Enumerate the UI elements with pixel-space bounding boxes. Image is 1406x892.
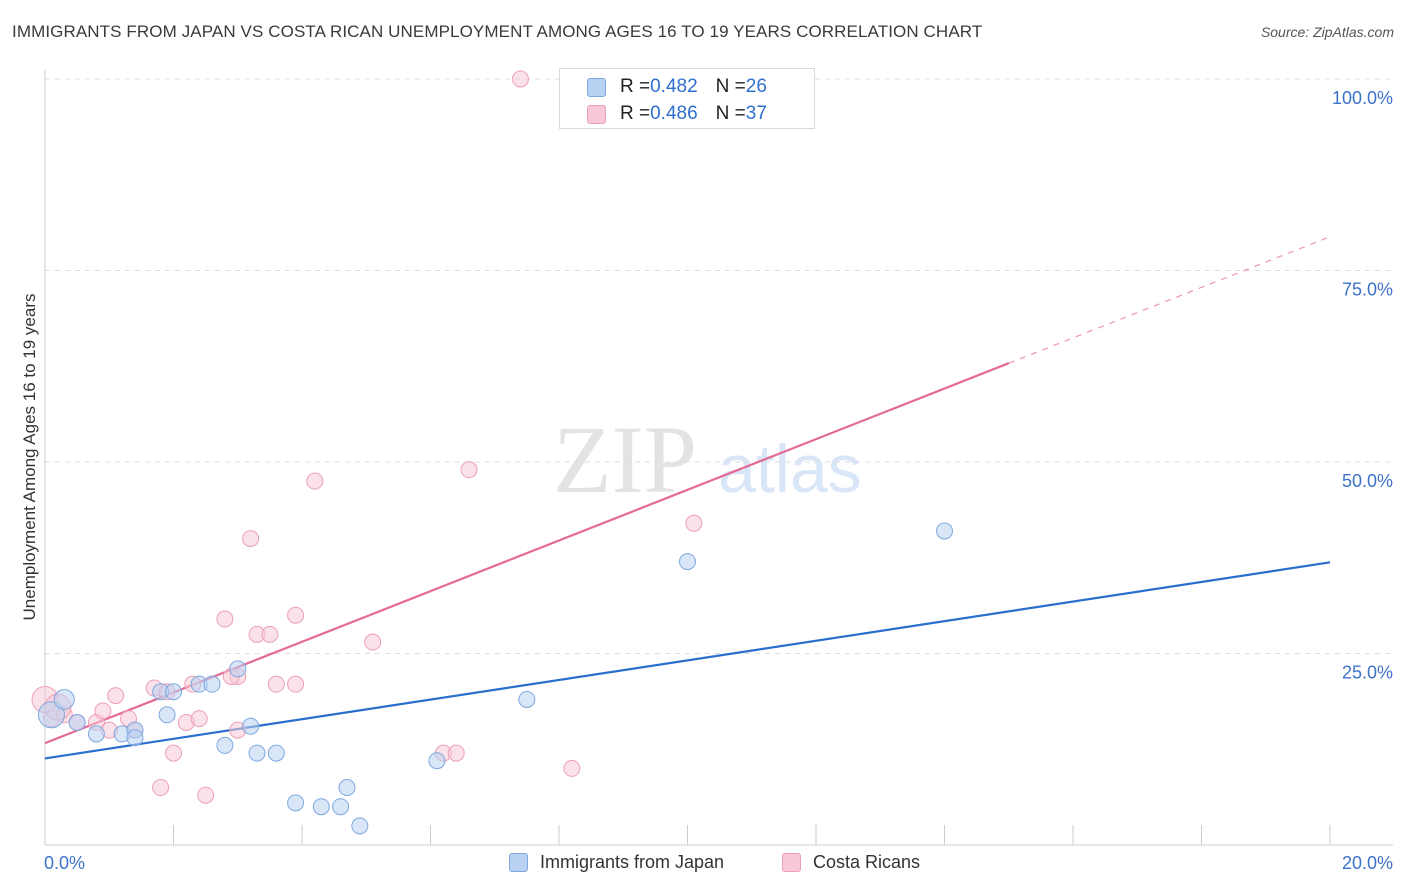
point-japan	[338, 779, 356, 797]
data-points	[31, 70, 953, 835]
legend-label-costa-rica: Costa Ricans	[813, 852, 921, 872]
point-costa-rica	[190, 710, 208, 728]
legend-n-label: N =	[715, 76, 746, 97]
legend-label-japan: Immigrants from Japan	[540, 852, 725, 872]
point-japan	[216, 736, 234, 754]
legend-swatch-japan	[509, 853, 528, 872]
point-costa-rica	[94, 702, 112, 720]
legend-item-costa-rica[interactable]: Costa Ricans	[782, 852, 920, 873]
trend-line-costa-rica-extension	[1008, 236, 1331, 364]
tick-labels: 25.0% 50.0% 75.0% 100.0% 0.0% 20.0%	[44, 88, 1393, 873]
legend-n-value: 26	[745, 76, 767, 97]
point-costa-rica	[306, 472, 324, 490]
y-tick-label: 75.0%	[1342, 280, 1393, 300]
legend-swatch-japan	[587, 77, 606, 97]
point-costa-rica	[165, 744, 182, 762]
legend-row-japan: R = 0.482 N = 26	[587, 76, 767, 98]
legend-r-value: 0.482	[650, 76, 698, 97]
point-costa-rica	[460, 461, 478, 479]
trend-line-japan	[44, 561, 1331, 760]
point-japan	[936, 522, 953, 540]
point-costa-rica	[107, 687, 125, 705]
legend-row-costa-rica: R = 0.486 N = 37	[587, 103, 767, 125]
point-japan	[126, 729, 144, 747]
point-japan	[267, 744, 285, 762]
point-costa-rica	[287, 606, 305, 624]
legend-n-value: 37	[745, 103, 767, 124]
point-costa-rica	[287, 675, 305, 693]
stats-legend: R = 0.482 N = 26 R = 0.486 N = 37	[559, 68, 815, 129]
y-tick-label: 50.0%	[1342, 471, 1393, 491]
x-tick-label: 0.0%	[44, 853, 85, 873]
point-costa-rica	[261, 625, 279, 643]
point-costa-rica	[364, 633, 382, 651]
point-japan	[87, 725, 105, 743]
watermark: ZIP atlas	[553, 406, 862, 513]
point-costa-rica	[447, 744, 465, 762]
point-japan	[248, 744, 266, 762]
legend-r-label: R =	[620, 76, 651, 97]
point-costa-rica	[152, 779, 170, 797]
point-costa-rica	[511, 70, 529, 88]
point-japan	[287, 794, 305, 812]
legend-swatch-costa-rica	[587, 104, 606, 124]
x-tick-label: 20.0%	[1342, 853, 1393, 873]
legend-r-label: R =	[620, 103, 651, 124]
point-costa-rica	[685, 514, 703, 532]
point-japan	[242, 717, 260, 735]
legend-r-value: 0.486	[650, 103, 698, 124]
point-japan	[428, 752, 446, 770]
y-tick-label: 25.0%	[1342, 663, 1393, 683]
point-costa-rica	[267, 675, 285, 693]
point-japan	[518, 690, 536, 708]
point-costa-rica	[563, 759, 581, 777]
y-tick-label: 100.0%	[1332, 88, 1393, 108]
point-japan	[332, 798, 350, 816]
point-japan	[53, 688, 75, 710]
point-japan	[351, 817, 369, 835]
point-japan	[37, 701, 65, 729]
point-japan	[679, 553, 696, 571]
point-costa-rica	[242, 530, 260, 548]
watermark-zip: ZIP	[553, 406, 697, 513]
point-japan	[312, 798, 330, 816]
chart-title: IMMIGRANTS FROM JAPAN VS COSTA RICAN UNE…	[12, 22, 983, 41]
point-japan	[158, 706, 176, 724]
source-credit: Source: ZipAtlas.com	[1260, 24, 1394, 40]
point-japan	[229, 660, 247, 678]
grid-lines	[45, 78, 1393, 654]
legend-n-label: N =	[715, 103, 746, 124]
point-japan	[68, 713, 86, 731]
point-costa-rica	[197, 786, 215, 804]
point-japan	[203, 675, 221, 693]
y-axis-label: Unemployment Among Ages 16 to 19 years	[20, 294, 39, 621]
legend-item-japan[interactable]: Immigrants from Japan	[509, 852, 724, 873]
point-japan	[165, 683, 182, 701]
legend-swatch-costa-rica	[782, 853, 801, 872]
series-legend: Immigrants from Japan Costa Ricans	[0, 852, 1406, 878]
point-costa-rica	[216, 610, 234, 628]
